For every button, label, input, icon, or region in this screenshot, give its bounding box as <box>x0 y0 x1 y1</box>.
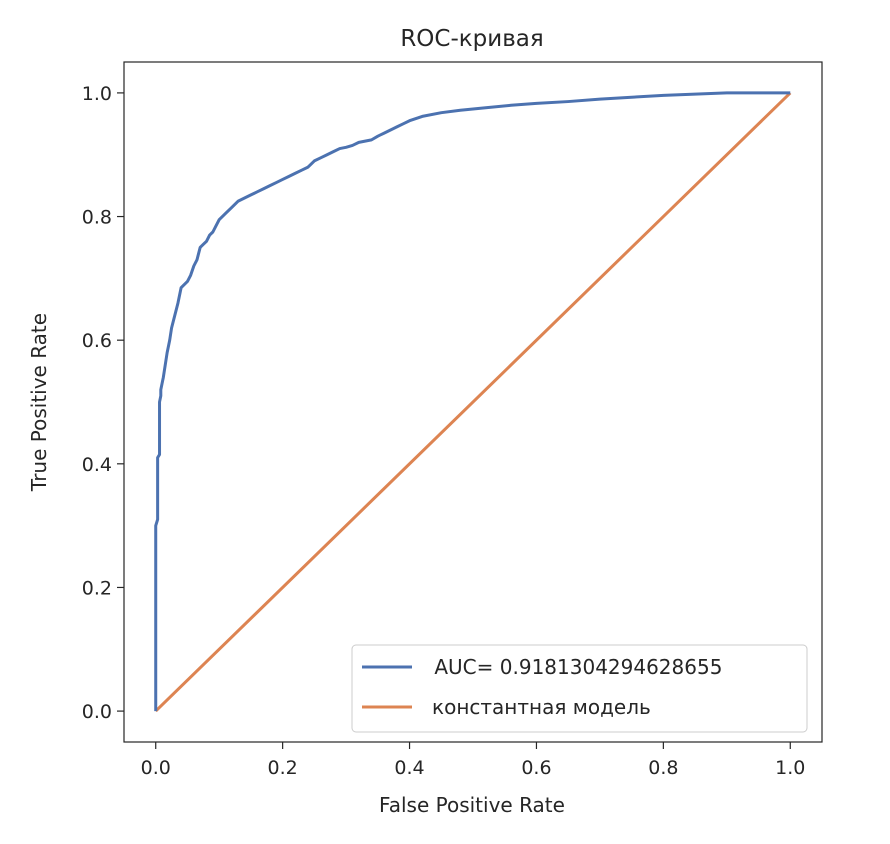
x-tick-label: 0.8 <box>648 757 678 779</box>
chart-title: ROC-кривая <box>400 26 543 52</box>
x-tick-label: 0.4 <box>394 757 424 779</box>
y-tick-label: 0.4 <box>82 454 112 476</box>
y-tick-label: 0.2 <box>82 577 112 599</box>
legend-box <box>351 644 808 733</box>
series-layer <box>154 91 792 713</box>
y-axis-ticks: 0.0 0.2 0.4 0.6 0.8 1.0 <box>82 83 124 723</box>
constant-model-line <box>154 91 792 713</box>
legend-label-auc: AUC= 0.9181304294628655 <box>428 655 722 679</box>
roc-curve-line <box>154 91 791 712</box>
legend: AUC= 0.9181304294628655 константная моде… <box>351 644 808 733</box>
y-tick-label: 1.0 <box>82 83 112 105</box>
x-tick-label: 0.6 <box>521 757 551 779</box>
y-axis-label: True Positive Rate <box>27 313 51 492</box>
y-tick-label: 0.8 <box>82 207 112 229</box>
x-tick-label: 0.0 <box>141 757 171 779</box>
legend-label-constant-model: константная модель <box>432 695 651 719</box>
x-tick-label: 1.0 <box>775 757 805 779</box>
y-tick-label: 0.6 <box>82 330 112 352</box>
plot-area-frame <box>123 61 823 743</box>
x-tick-label: 0.2 <box>268 757 298 779</box>
x-axis-label: False Positive Rate <box>379 793 565 817</box>
y-tick-label: 0.0 <box>82 701 112 723</box>
x-axis-ticks: 0.0 0.2 0.4 0.6 0.8 1.0 <box>141 742 805 779</box>
